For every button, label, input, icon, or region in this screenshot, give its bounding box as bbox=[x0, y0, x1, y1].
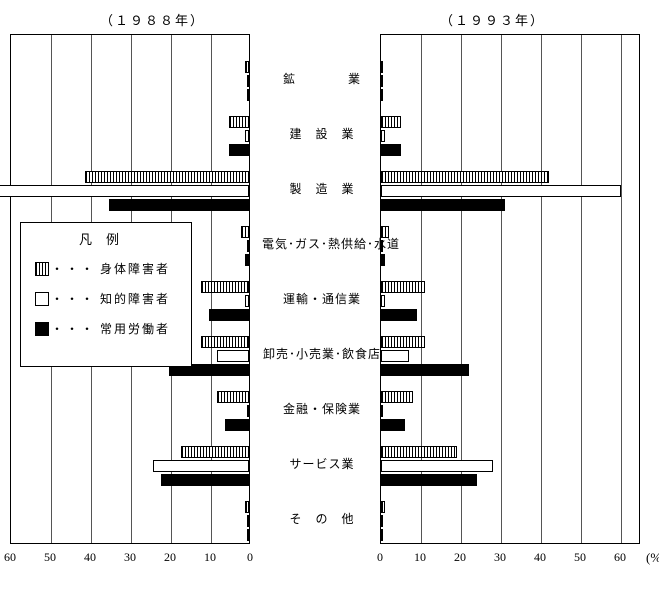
bar-right bbox=[381, 391, 413, 403]
category-label: 製 造 業 bbox=[262, 180, 382, 197]
legend-swatch bbox=[35, 292, 49, 306]
bar-left bbox=[217, 391, 249, 403]
bar-right bbox=[381, 350, 409, 362]
legend-dots: ・・・ bbox=[51, 323, 96, 335]
tick-right: 20 bbox=[454, 550, 466, 565]
bar-right bbox=[381, 529, 383, 541]
legend-swatch bbox=[35, 262, 49, 276]
bar-right bbox=[381, 419, 405, 431]
legend: 凡例・・・身体障害者・・・知的障害者・・・常用労働者 bbox=[20, 222, 192, 367]
legend-dots: ・・・ bbox=[51, 293, 96, 305]
category-label: 建 設 業 bbox=[262, 125, 382, 142]
year-label-right: （１９９３年） bbox=[440, 10, 545, 29]
bar-left bbox=[209, 309, 249, 321]
category-label: 電気･ガス･熱供給･水道 bbox=[262, 235, 382, 252]
category-label: 鉱 業 bbox=[262, 70, 382, 87]
plot-right bbox=[380, 34, 640, 544]
category-label: 金融・保険業 bbox=[262, 400, 382, 417]
tick-right: 30 bbox=[494, 550, 506, 565]
bar-left bbox=[201, 336, 249, 348]
legend-title: 凡例 bbox=[35, 233, 177, 246]
bar-right bbox=[381, 144, 401, 156]
bar-left bbox=[247, 515, 249, 527]
bar-right bbox=[381, 185, 621, 197]
bar-right bbox=[381, 89, 383, 101]
category-label: 卸売･小売業･飲食店 bbox=[262, 345, 382, 362]
bar-right bbox=[381, 474, 477, 486]
bar-left bbox=[247, 529, 249, 541]
category-label: 運輸・通信業 bbox=[262, 290, 382, 307]
bar-left bbox=[229, 116, 249, 128]
tick-right: 40 bbox=[534, 550, 546, 565]
bar-left bbox=[181, 446, 249, 458]
bar-left bbox=[229, 144, 249, 156]
tick-left: 60 bbox=[4, 550, 16, 565]
tick-left: 20 bbox=[164, 550, 176, 565]
axis-label-right: (%) bbox=[646, 550, 659, 566]
bar-left bbox=[247, 240, 249, 252]
legend-label: 知的障害者 bbox=[100, 293, 170, 305]
bar-right bbox=[381, 116, 401, 128]
bar-left bbox=[0, 185, 249, 197]
paired-bar-chart: （１９８８年） （１９９３年） 60 50 40 30 20 10 0 0 10 20 30 40 50… bbox=[10, 10, 649, 594]
bar-right bbox=[381, 309, 417, 321]
legend-dots: ・・・ bbox=[51, 263, 96, 275]
bar-left bbox=[245, 130, 249, 142]
legend-swatch bbox=[35, 322, 49, 336]
bar-right bbox=[381, 364, 469, 376]
legend-row: ・・・知的障害者 bbox=[35, 292, 177, 306]
bar-left bbox=[85, 171, 249, 183]
tick-left: 40 bbox=[84, 550, 96, 565]
bar-left bbox=[245, 295, 249, 307]
bar-right bbox=[381, 171, 549, 183]
year-label-left: （１９８８年） bbox=[100, 10, 205, 29]
tick-right: 50 bbox=[574, 550, 586, 565]
tick-left: 50 bbox=[44, 550, 56, 565]
bar-left bbox=[247, 89, 249, 101]
tick-right: 0 bbox=[377, 550, 383, 565]
bar-left bbox=[161, 474, 249, 486]
tick-left: 0 bbox=[247, 550, 253, 565]
bar-left bbox=[109, 199, 249, 211]
category-label: そ の 他 bbox=[262, 510, 382, 527]
tick-right: 10 bbox=[414, 550, 426, 565]
category-label: サービス業 bbox=[262, 455, 382, 472]
tick-left: 30 bbox=[124, 550, 136, 565]
bar-left bbox=[247, 405, 249, 417]
bar-left bbox=[245, 501, 249, 513]
bar-left bbox=[153, 460, 249, 472]
bar-right bbox=[381, 460, 493, 472]
bar-left bbox=[245, 254, 249, 266]
bar-left bbox=[217, 350, 249, 362]
legend-label: 身体障害者 bbox=[100, 263, 170, 275]
bar-right bbox=[381, 254, 385, 266]
bar-right bbox=[381, 336, 425, 348]
bar-left bbox=[201, 281, 249, 293]
legend-label: 常用労働者 bbox=[100, 323, 170, 335]
bar-right bbox=[381, 281, 425, 293]
bar-left bbox=[225, 419, 249, 431]
bar-left bbox=[247, 75, 249, 87]
bar-right bbox=[381, 446, 457, 458]
legend-row: ・・・身体障害者 bbox=[35, 262, 177, 276]
bar-left bbox=[245, 61, 249, 73]
tick-left: 10 bbox=[204, 550, 216, 565]
bar-right bbox=[381, 199, 505, 211]
legend-row: ・・・常用労働者 bbox=[35, 322, 177, 336]
bar-left bbox=[241, 226, 249, 238]
tick-right: 60 bbox=[614, 550, 626, 565]
